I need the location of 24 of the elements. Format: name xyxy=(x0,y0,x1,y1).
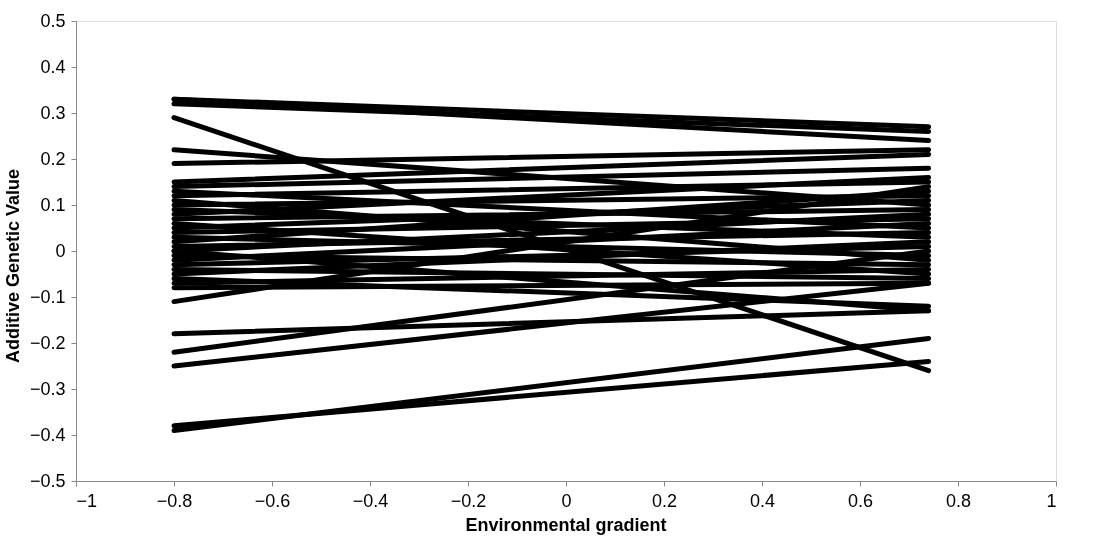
y-tick-label: 0.3 xyxy=(40,102,66,123)
x-tick-label: −0.4 xyxy=(352,490,389,511)
y-tick-label: −0.3 xyxy=(29,378,66,399)
x-tick-label: 0.2 xyxy=(651,490,678,511)
y-tick-label: 0.4 xyxy=(40,56,66,77)
y-tick-label: −0.1 xyxy=(29,286,66,307)
x-tick-label: −0.8 xyxy=(156,490,193,511)
y-tick-label: −0.2 xyxy=(29,332,66,353)
x-tick-label: −1 xyxy=(76,490,98,511)
y-tick-label: 0 xyxy=(55,240,66,261)
x-axis-title: Environmental gradient xyxy=(465,515,667,535)
y-tick-label: 0.5 xyxy=(40,10,66,31)
y-tick-label: 0.2 xyxy=(40,148,66,169)
y-axis-title: Additive Genetic Value xyxy=(3,168,23,364)
x-tick-label: 0.6 xyxy=(847,490,874,511)
y-tick-label: 0.1 xyxy=(40,194,66,215)
x-tick-label: 0 xyxy=(561,490,572,511)
x-tick-label: 0.4 xyxy=(749,490,776,511)
x-tick-label: −0.2 xyxy=(450,490,487,511)
x-tick-label: −0.6 xyxy=(254,490,291,511)
y-tick-label: −0.4 xyxy=(29,424,66,445)
x-tick-label: 1 xyxy=(1046,490,1057,511)
y-tick-label: −0.5 xyxy=(29,470,66,491)
x-tick-label: 0.8 xyxy=(945,490,972,511)
